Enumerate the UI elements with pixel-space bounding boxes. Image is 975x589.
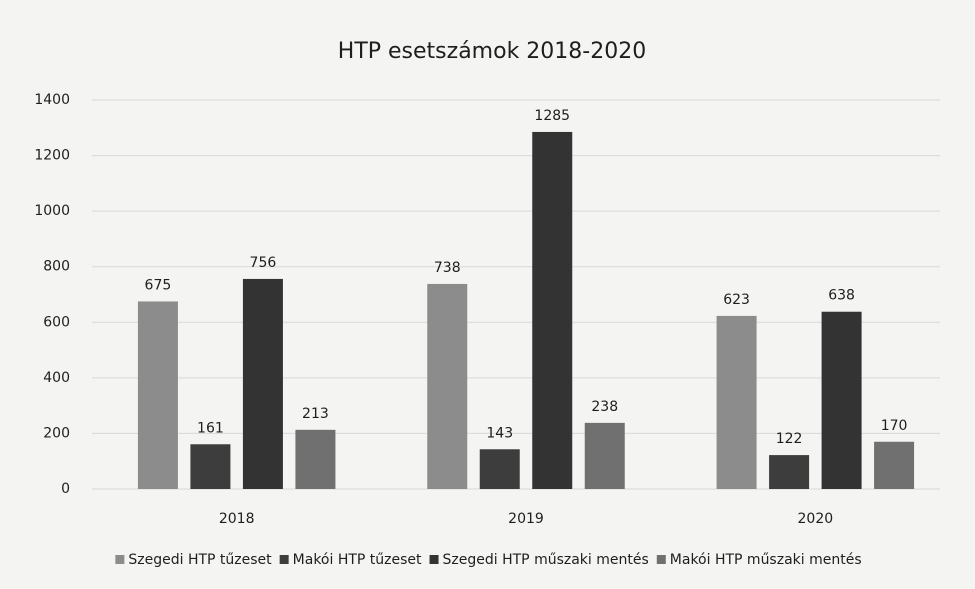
- data-label: 238: [591, 399, 618, 415]
- bar: [532, 131, 573, 490]
- data-label: 623: [723, 292, 750, 308]
- bar: [479, 449, 520, 489]
- data-label: 1285: [534, 108, 570, 124]
- data-label: 675: [145, 277, 172, 293]
- legend-label: Makói HTP műszaki mentés: [670, 552, 862, 568]
- y-tick-label: 0: [61, 481, 70, 497]
- bar: [427, 283, 468, 489]
- legend-label: Szegedi HTP műszaki mentés: [443, 552, 649, 568]
- y-tick-label: 1400: [34, 92, 70, 108]
- data-label: 161: [197, 420, 224, 436]
- bar: [874, 441, 915, 489]
- bar: [821, 311, 862, 489]
- bar: [190, 444, 231, 489]
- bar: [242, 278, 283, 489]
- data-label: 122: [776, 431, 803, 447]
- x-tick-label: 2019: [508, 511, 544, 527]
- data-label: 213: [302, 406, 329, 422]
- legend-swatch: [656, 555, 666, 564]
- y-tick-label: 400: [43, 370, 70, 386]
- data-label: 638: [828, 288, 855, 304]
- legend-label: Makói HTP tűzeset: [293, 552, 422, 568]
- legend-swatch: [279, 555, 289, 564]
- x-tick-label: 2018: [219, 511, 255, 527]
- bar: [584, 422, 625, 489]
- bar: [716, 315, 757, 489]
- bar: [137, 301, 178, 489]
- y-tick-label: 800: [43, 259, 70, 275]
- legend-label: Szegedi HTP tűzeset: [128, 552, 272, 568]
- y-tick-label: 600: [43, 314, 70, 330]
- legend-swatch: [115, 555, 125, 564]
- data-label: 738: [434, 260, 461, 276]
- legend-swatch: [429, 555, 439, 564]
- chart-title: HTP esetszámok 2018-2020: [338, 39, 646, 64]
- y-tick-label: 200: [43, 425, 70, 441]
- data-label: 756: [250, 255, 277, 271]
- data-label: 143: [486, 425, 513, 441]
- y-tick-label: 1200: [34, 148, 70, 164]
- bar: [295, 429, 336, 489]
- bar: [769, 455, 810, 489]
- data-label: 170: [881, 418, 908, 434]
- y-tick-label: 1000: [34, 203, 70, 219]
- x-tick-label: 2020: [798, 511, 834, 527]
